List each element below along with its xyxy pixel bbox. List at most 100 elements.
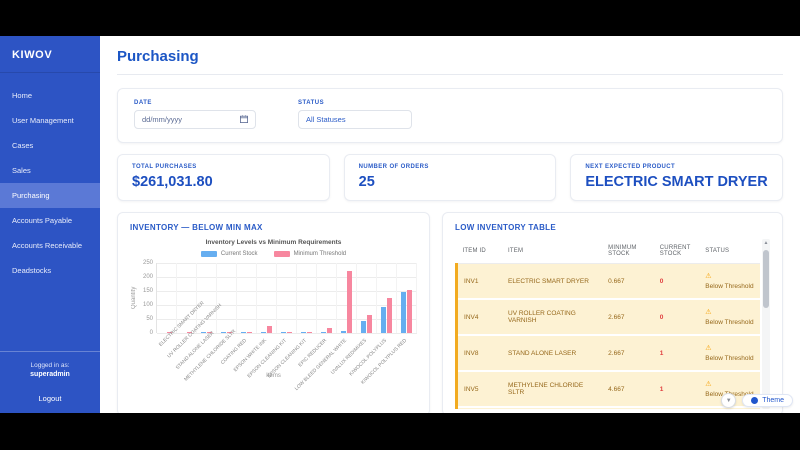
scroll-to-bottom-button[interactable]: ▼ — [721, 393, 737, 408]
bar[interactable] — [167, 332, 172, 333]
low-inventory-table: ITEM ID ITEM MINIMUM STOCK CURRENT STOCK… — [455, 239, 760, 409]
table-row[interactable]: INV5 METHYLENE CHLORIDE SLTR 4.667 1 ⚠ Below … — [455, 371, 760, 408]
bar[interactable] — [367, 315, 372, 333]
bar[interactable] — [327, 327, 332, 333]
chart-legend: Current Stock Minimum Threshold — [130, 251, 417, 257]
theme-color-dot-icon — [751, 397, 759, 404]
bar[interactable] — [407, 289, 412, 333]
table-body: INV1 ELECTRIC SMART DRYER 0.667 0 ⚠ Below Thr… — [455, 263, 760, 409]
sidebar-item-sales[interactable]: Sales — [12, 166, 31, 175]
cell-item-id: INV8 — [455, 335, 503, 372]
sidebar-item-accounts-payable[interactable]: Accounts Payable — [12, 216, 73, 225]
status-badge: Below Threshold — [705, 283, 754, 290]
bar[interactable] — [347, 271, 352, 333]
legend-label: Current Stock — [220, 251, 258, 257]
y-tick-label: 250 — [142, 260, 153, 266]
bar[interactable] — [187, 332, 192, 333]
cell-current-stock: 0 — [653, 299, 700, 336]
page-title: Purchasing — [117, 48, 783, 75]
bar[interactable] — [361, 320, 366, 333]
cell-item-id: INV6 — [455, 407, 503, 409]
theme-button[interactable]: Theme — [742, 394, 793, 407]
gridline — [157, 291, 418, 292]
x-tick-label: EPSON CLEANING KIT — [246, 338, 288, 380]
bar-group — [257, 263, 277, 333]
bar[interactable] — [201, 332, 206, 333]
sidebar-item-cases[interactable]: Cases — [12, 141, 34, 150]
column-header-minimum-stock: MINIMUM STOCK — [602, 239, 654, 264]
sidebar-item-purchasing[interactable]: Purchasing — [0, 183, 100, 208]
bar[interactable] — [241, 332, 246, 333]
bar[interactable] — [227, 331, 232, 333]
bar[interactable] — [287, 331, 292, 333]
sidebar-item-deadstocks[interactable]: Deadstocks — [12, 266, 52, 275]
column-header-item: ITEM — [502, 239, 603, 264]
bar[interactable] — [341, 330, 346, 333]
table-row[interactable]: INV8 STAND ALONE LASER 2.667 1 ⚠ Below Thresh… — [455, 335, 760, 372]
scrollbar-thumb[interactable] — [763, 250, 769, 308]
bar[interactable] — [307, 331, 312, 333]
bar[interactable] — [267, 326, 272, 333]
bar[interactable] — [221, 332, 226, 333]
cell-minimum-stock: 4.667 — [602, 407, 654, 409]
logged-in-username: superadmin — [30, 371, 70, 378]
stat-value: $261,031.80 — [132, 174, 213, 190]
bar[interactable] — [381, 306, 386, 333]
warning-icon: ⚠ — [705, 309, 712, 316]
bar-group — [217, 263, 237, 333]
bar[interactable] — [261, 332, 266, 333]
table-row[interactable]: INV4 UV ROLLER COATING VARNISH 2.667 0 ⚠ Belo… — [455, 299, 760, 336]
bar[interactable] — [247, 331, 252, 333]
bar-group — [197, 263, 217, 333]
bar-group — [277, 263, 297, 333]
inventory-chart-panel: INVENTORY — BELOW MIN MAX Inventory Leve… — [117, 212, 431, 413]
stat-card-total-purchases: TOTAL PURCHASES $261,031.80 — [117, 154, 330, 201]
warning-icon: ⚠ — [705, 381, 712, 388]
bar-group — [377, 263, 397, 333]
panels-row: INVENTORY — BELOW MIN MAX Inventory Leve… — [117, 212, 783, 413]
date-field-group: DATE dd/mm/yyyy — [134, 100, 256, 129]
calendar-icon — [240, 114, 248, 125]
scrollbar-up-arrow[interactable]: ▲ — [763, 240, 769, 246]
low-inventory-table-panel: LOW INVENTORY TABLE ITEM ID ITEM MINIMUM… — [442, 212, 783, 413]
cell-item-id: INV5 — [455, 371, 503, 408]
date-value: dd/mm/yyyy — [142, 115, 183, 124]
logout-button[interactable]: Logout — [38, 394, 62, 403]
cell-current-stock: 0 — [653, 263, 700, 300]
sidebar-item-home[interactable]: Home — [12, 91, 33, 100]
main-content: Purchasing DATE dd/mm/yyyy STATUS All St… — [100, 36, 800, 413]
table-row[interactable]: INV1 ELECTRIC SMART DRYER 0.667 0 ⚠ Below Thr… — [455, 263, 760, 300]
bar-group — [157, 263, 177, 333]
bar[interactable] — [321, 331, 326, 333]
legend-swatch-current-stock — [200, 251, 217, 257]
table-row[interactable]: INV6COATING RED4.6672⚠Below Threshold — [455, 407, 760, 409]
sidebar-item-user-management[interactable]: User Management — [12, 116, 74, 125]
logged-in-label: Logged in as: — [30, 362, 70, 369]
legend-entry-minimum-threshold: Minimum Threshold — [273, 251, 346, 257]
cell-status: ⚠ Below Threshold — [699, 335, 760, 372]
cell-item: COATING RED — [502, 407, 603, 409]
cell-item-id: INV1 — [455, 263, 503, 300]
bar[interactable] — [207, 332, 212, 333]
gridline — [157, 277, 418, 278]
table-scrollbar[interactable]: ▲ ▼ — [762, 239, 770, 409]
chart-x-labels: ELECTRIC SMART DRYER UV ROLLER COATING VA… — [156, 301, 417, 392]
stat-value: 25 — [358, 174, 375, 190]
table-header-row: ITEM ID ITEM MINIMUM STOCK CURRENT STOCK… — [456, 239, 760, 264]
chart-title: Inventory Levels vs Minimum Requirements — [205, 239, 342, 246]
chart-body: Quantity 0 50 100 150 200 250 — [130, 260, 418, 336]
status-select[interactable]: All Statuses — [298, 110, 412, 129]
date-label: DATE — [134, 100, 152, 106]
bar[interactable] — [387, 298, 392, 333]
cell-status: ⚠ Below Threshold — [699, 299, 760, 336]
stat-label: NUMBER OF ORDERS — [358, 164, 429, 170]
bar[interactable] — [301, 332, 306, 333]
date-input[interactable]: dd/mm/yyyy — [134, 110, 256, 129]
gridline — [157, 333, 418, 334]
sidebar-nav: Home User Management Cases Sales Purchas… — [0, 83, 100, 283]
sidebar-item-accounts-receivable[interactable]: Accounts Receivable — [12, 241, 83, 250]
bar-group — [397, 263, 417, 333]
bar[interactable] — [401, 291, 406, 333]
bar[interactable] — [281, 332, 286, 333]
legend-swatch-minimum-threshold — [273, 251, 290, 257]
